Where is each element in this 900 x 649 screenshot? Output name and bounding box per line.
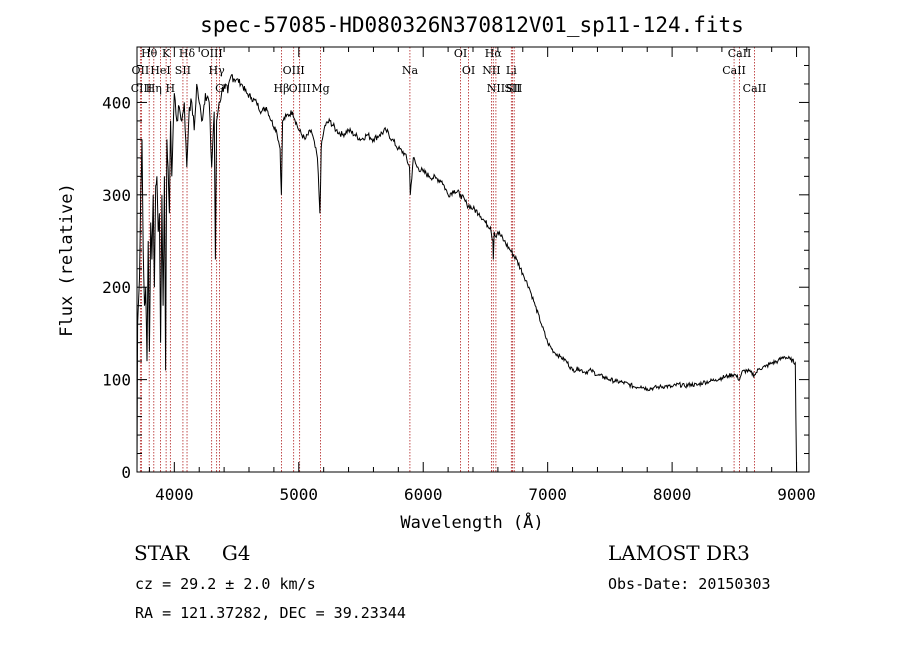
spectral-line-label: OIII (289, 82, 311, 95)
x-tick-label: 7000 (528, 485, 567, 504)
coordinates: RA = 121.37282, DEC = 39.23344 (135, 604, 406, 622)
x-axis-label: Wavelength (Å) (400, 511, 543, 533)
object-class: STAR G4 (134, 541, 251, 565)
y-tick-label: 300 (102, 186, 131, 205)
redshift-cz: cz = 29.2 ± 2.0 km/s (135, 575, 316, 593)
y-tick-label: 0 (121, 463, 131, 482)
spectral-line-label: CIII (131, 82, 152, 95)
spectral-line-label: CaII (743, 82, 767, 95)
spectral-line-label: G (215, 82, 224, 95)
y-tick-label: 200 (102, 278, 131, 297)
spectral-lines-layer (139, 47, 755, 472)
survey-name: LAMOST DR3 (608, 541, 750, 565)
spectral-line-label: SII (504, 82, 520, 95)
spectral-line-label: Li (506, 64, 517, 77)
spectral-line-label: OII (132, 64, 150, 77)
spectral-line-label: CaII (722, 64, 746, 77)
spectral-line-label: NII (487, 82, 505, 95)
observation-date: Obs-Date: 20150303 (608, 575, 771, 593)
spectral-line-label: NII (482, 64, 500, 77)
spectral-line-label: OI (454, 47, 467, 60)
y-tick-label: 100 (102, 371, 131, 390)
flux-series-line (136, 74, 798, 473)
x-tick-label: 5000 (280, 485, 319, 504)
x-tick-label: 4000 (155, 485, 194, 504)
axis-ticks: 4000 5000 6000 7000 8000 9000 0 100 200 300 400 (102, 47, 816, 504)
spectral-line-label: Hη (146, 82, 162, 95)
spectral-line-label: K (162, 47, 171, 60)
spectral-line-label: Hγ (209, 64, 226, 77)
class-value: STAR (134, 541, 190, 565)
chart-title: spec-57085-HD080326N370812V01_sp11-124.f… (200, 13, 744, 37)
spectral-line-label: SII (506, 82, 522, 95)
y-axis-label: Flux (relative) (57, 183, 77, 337)
spectral-line-label: SII (175, 64, 191, 77)
y-tick-label: 400 (102, 93, 131, 112)
spectral-line-label: Hδ (179, 47, 196, 60)
spectral-line-label: OIII (283, 64, 305, 77)
spectral-line-label: HeI (150, 64, 170, 77)
spectral-line-label: H (166, 82, 176, 95)
spectral-line-label: Hθ (141, 47, 158, 60)
spectral-line-label: Hα (485, 47, 503, 60)
spectral-line-label: OIII (201, 47, 223, 60)
x-tick-label: 9000 (777, 485, 816, 504)
spectral-line-label: CaII (728, 47, 752, 60)
plot-frame (136, 46, 810, 473)
spectral-line-label: Mg (311, 82, 329, 95)
subclass-value: G4 (221, 541, 251, 565)
spectral-line-label: Na (402, 64, 419, 77)
spectral-line-label: Hβ (274, 82, 290, 95)
spectrum-chart: spec-57085-HD080326N370812V01_sp11-124.f… (57, 13, 816, 533)
spectral-line-label: OI (462, 64, 475, 77)
x-tick-label: 8000 (653, 485, 692, 504)
x-tick-label: 6000 (404, 485, 443, 504)
